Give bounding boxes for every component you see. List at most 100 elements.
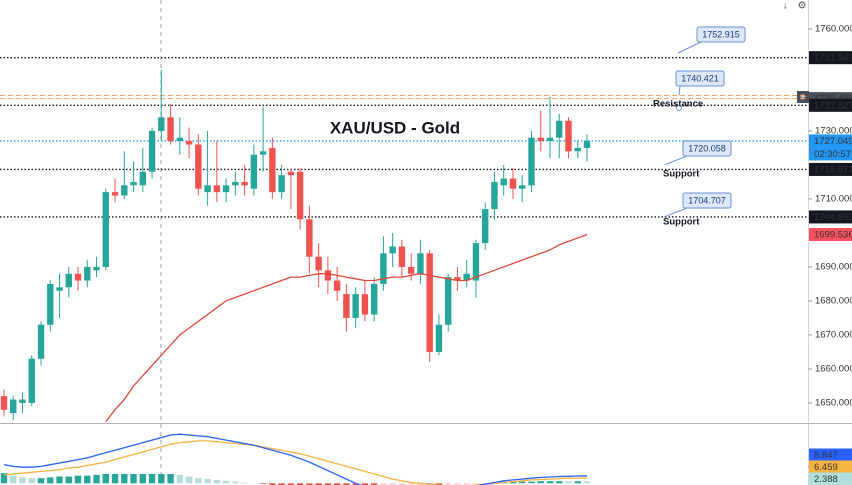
axis-label: 2.388 [814,474,838,485]
histogram-bar [56,476,63,484]
histogram-bar [574,481,581,484]
candle-body [158,117,165,131]
callout-box [696,26,746,43]
candle-body [306,219,313,257]
histogram-bar [37,478,45,484]
histogram-bar [130,473,137,484]
histogram-bar [343,483,350,485]
candle-body [232,181,239,186]
histogram-bar [417,483,424,485]
histogram-bar [195,478,202,484]
axis-label-bg [809,98,852,112]
histogram-bar [528,481,535,484]
histogram-bar [278,483,285,485]
histogram-bar [204,479,211,484]
chart-title: XAU/USD - Gold [330,118,460,137]
axis-label-bg [809,448,852,462]
axis-label: 02:30:57 [814,149,851,160]
axis-label: 1704.699 [814,212,852,223]
histogram-bar [121,473,128,484]
callout-box [675,70,725,87]
candle-body [84,266,91,281]
histogram-bar [19,477,26,484]
histogram-bar [167,473,174,484]
candle-body [315,256,322,271]
callout-box [682,140,732,157]
macd-pane [0,433,591,485]
axis-label-bg [809,134,852,148]
histogram-bar [158,473,165,484]
candle-body [148,130,156,172]
candle-body [185,141,193,145]
candle-body [519,185,526,189]
axis-label: 1751.542 [814,53,852,64]
candle-body [463,273,470,281]
histogram-bar [139,473,147,484]
candle-body [361,294,369,315]
candle-body [435,324,443,352]
histogram-bar [111,473,119,484]
candle-body [176,137,184,142]
histogram-bar [352,483,359,485]
axis-label: 1727.049 [814,136,852,147]
histogram-bar [315,483,322,485]
histogram-bar [472,483,480,485]
histogram-bar [398,483,406,485]
scroll-icon[interactable]: ↓ [783,1,788,12]
callout-label: 1740.421 [681,73,719,83]
candle-body [565,120,572,152]
moving-average [105,233,588,422]
level-text: Support [663,217,700,228]
candle-body [65,273,72,288]
y-tick-label: 1730.000 [815,125,852,136]
candle-body [333,280,341,291]
candle-body [28,358,35,403]
callout-box [682,192,732,209]
candle-body [426,253,433,352]
axis-label: 1718.671 [814,164,852,175]
y-tick-label: 1660.000 [815,363,852,374]
candle-body [56,287,63,291]
candle-body [269,147,276,193]
histogram-bar [10,475,17,484]
callout-pointer [664,155,688,166]
candle-body [509,178,517,189]
candle-body [37,324,45,359]
histogram-bar [65,476,72,484]
candle-body [472,243,480,281]
axis-label: 6.459 [814,462,838,473]
histogram-bar [454,483,461,485]
candle-body [259,151,267,155]
candle-body [167,117,174,142]
candle-body [0,396,8,410]
candle-body [139,171,147,186]
histogram-bar [259,483,267,485]
histogram-bar [306,483,313,485]
candle-body [47,283,54,325]
y-tick-label: 1680.000 [815,295,852,306]
settings-icon[interactable]: ⚙ [798,1,807,12]
plus-button[interactable] [797,91,809,103]
candle-body [370,283,378,315]
histogram-bar [546,481,554,484]
histogram-bar [213,479,221,484]
candle-body [389,246,396,254]
candle-body [287,171,295,176]
axis-label-bg [809,147,852,161]
axis-label-bg [809,227,852,241]
histogram-bar [556,481,563,484]
candle-body [482,209,489,244]
overlay: 1752.915 1740.421 1720.058 1704.707 Resistan… [653,26,746,228]
level-text: Resistance [653,99,703,110]
histogram-bar [435,483,443,485]
histogram-bar [444,483,452,485]
candle-body [296,171,304,220]
anchor-point [676,105,682,111]
histogram-bar [93,474,100,484]
candle-body [19,399,26,403]
candle-body [500,178,507,186]
toolbar: ↓ ⚙ + [783,1,809,103]
histogram-bar [28,478,35,484]
candle-body [537,137,544,142]
